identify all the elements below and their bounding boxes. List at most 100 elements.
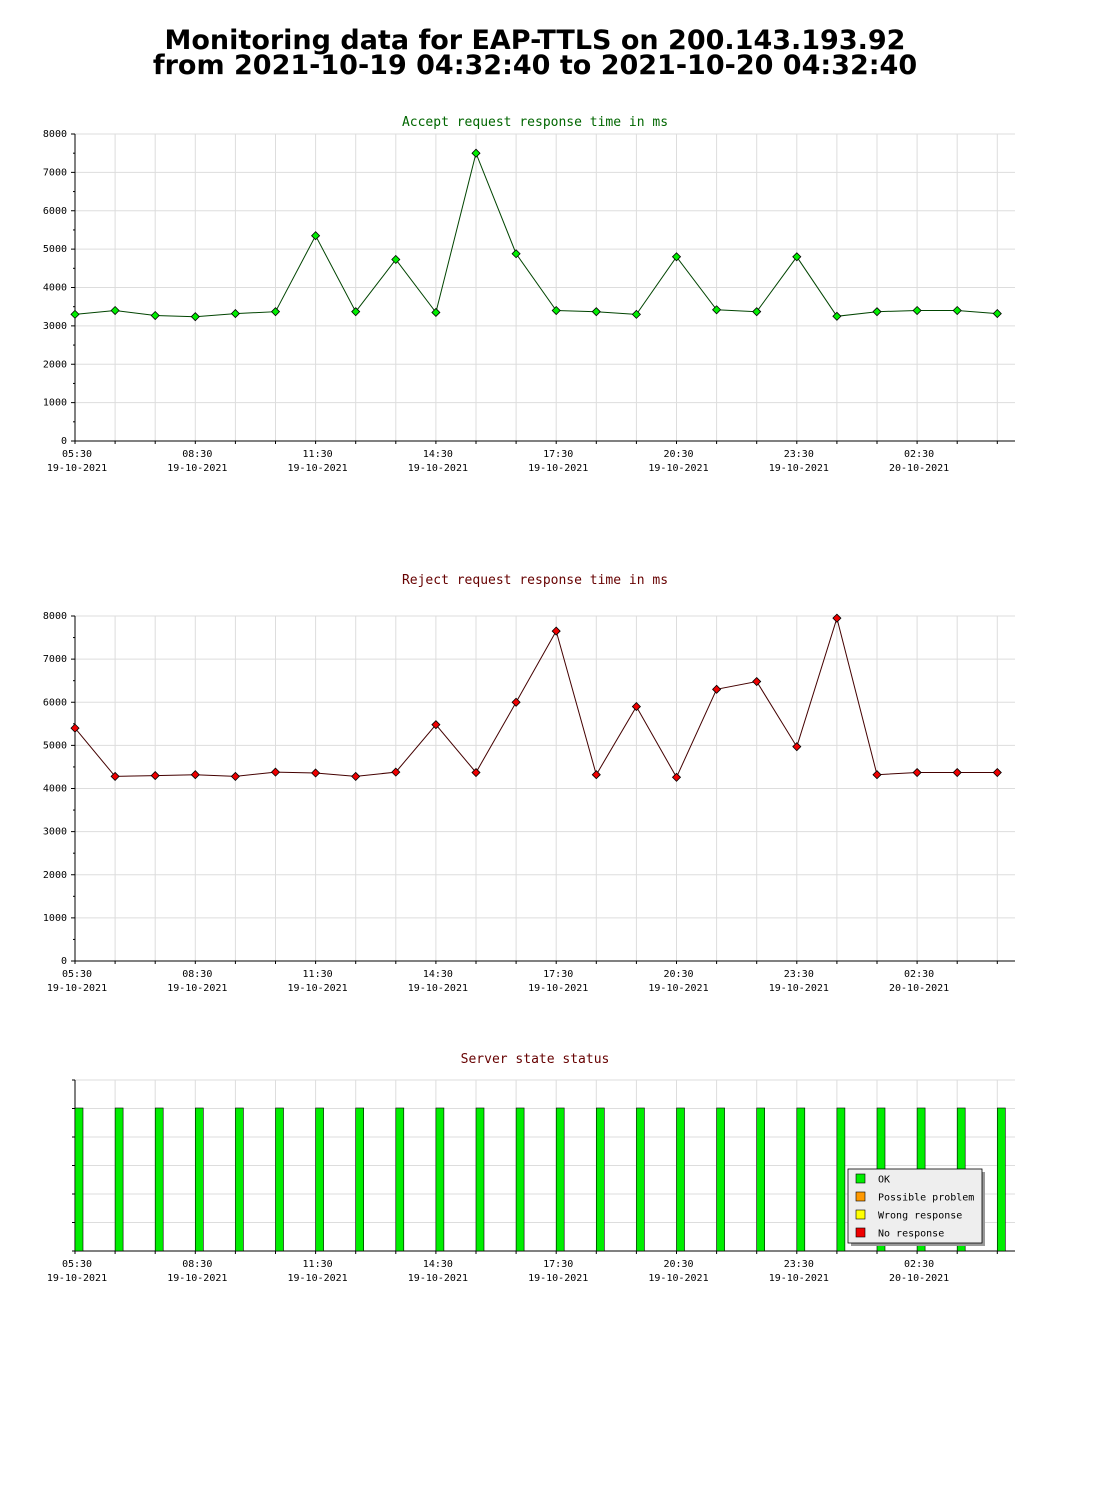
legend-swatch: [855, 1173, 866, 1184]
x-tick-label: 11:30: [303, 1259, 333, 1270]
chart-title: Reject request response time in ms: [402, 573, 668, 588]
x-tick-label: 08:30: [182, 969, 212, 980]
status-bar: [395, 1107, 405, 1252]
data-point: [551, 626, 561, 636]
status-bar: [435, 1107, 445, 1252]
data-point: [952, 767, 962, 778]
data-point: [671, 772, 682, 782]
x-tick-label: 02:30: [904, 449, 934, 460]
x-tick-label: 02:30: [904, 969, 934, 980]
data-point: [471, 767, 481, 778]
x-tick-label: 19-10-2021: [167, 463, 227, 474]
y-tick-label: 8000: [43, 611, 67, 622]
x-tick-label: 23:30: [784, 1259, 814, 1270]
x-tick-label: 19-10-2021: [769, 983, 829, 994]
x-tick-label: 19-10-2021: [287, 463, 347, 474]
legend-box: [847, 1168, 983, 1244]
status-bar: [796, 1107, 806, 1252]
x-tick-label: 20-10-2021: [889, 983, 949, 994]
status-bar: [996, 1107, 1006, 1252]
series-line: [74, 616, 998, 779]
data-point: [872, 770, 882, 780]
reject-response-chart: Reject request response time in ms 0 1000…: [43, 573, 1015, 994]
legend-label: No response: [878, 1229, 944, 1240]
y-tick-label: 2000: [43, 870, 67, 881]
legend-swatch: [855, 1209, 866, 1220]
x-tick-label: 19-10-2021: [408, 463, 468, 474]
data-point: [912, 767, 922, 778]
data-point: [431, 720, 441, 730]
page-title-line2: from 2021-10-19 04:32:40 to 2021-10-20 0…: [153, 50, 917, 81]
data-point: [792, 252, 802, 262]
x-tick-label: 23:30: [784, 449, 814, 460]
data-point: [270, 307, 281, 317]
data-point: [752, 676, 762, 687]
legend-swatch: [855, 1191, 866, 1202]
y-tick-label: 3000: [43, 827, 67, 838]
data-point: [511, 249, 521, 259]
status-bar: [475, 1107, 485, 1252]
data-point: [391, 767, 401, 777]
x-tick-label: 08:30: [182, 449, 212, 460]
x-tick-label: 05:30: [62, 969, 92, 980]
chart-title: Accept request response time in ms: [402, 115, 668, 130]
data-point: [511, 697, 521, 707]
data-point: [591, 307, 601, 317]
y-tick-label: 0: [61, 436, 67, 447]
x-tick-label: 19-10-2021: [408, 983, 468, 994]
data-point: [70, 309, 80, 319]
x-tick-label: 05:30: [62, 449, 92, 460]
x-tick-label: 23:30: [784, 969, 814, 980]
data-point: [270, 767, 281, 777]
status-bar: [114, 1107, 124, 1252]
x-tick-label: 19-10-2021: [528, 983, 588, 994]
y-tick-label: 6000: [43, 697, 67, 708]
x-tick-label: 19-10-2021: [287, 983, 347, 994]
y-tick-label: 7000: [43, 167, 67, 178]
data-point: [832, 311, 842, 321]
x-tick-label: 08:30: [182, 1259, 212, 1270]
data-point: [391, 254, 401, 265]
status-bar: [235, 1107, 244, 1252]
y-tick-label: 5000: [43, 244, 67, 255]
data-point: [752, 307, 762, 317]
y-tick-label: 7000: [43, 654, 67, 665]
x-tick-label: 19-10-2021: [167, 1273, 227, 1284]
page-title-line1: Monitoring data for EAP-TTLS on 200.143.…: [165, 25, 906, 56]
legend-label: OK: [878, 1175, 890, 1186]
data-point: [912, 305, 922, 316]
status-bar: [756, 1107, 766, 1252]
x-tick-label: 17:30: [543, 449, 573, 460]
status-bar: [195, 1107, 204, 1252]
y-tick-label: 6000: [43, 206, 67, 217]
data-point: [311, 768, 321, 778]
x-tick-label: 05:30: [62, 1259, 92, 1270]
series-line: [74, 151, 998, 318]
legend-label: Wrong response: [878, 1211, 962, 1222]
data-point: [471, 148, 481, 158]
status-bar: [74, 1107, 84, 1252]
y-tick-label: 2000: [43, 359, 67, 370]
x-tick-label: 20-10-2021: [889, 1273, 949, 1284]
status-bar: [595, 1107, 605, 1252]
data-point: [992, 309, 1002, 319]
x-tick-label: 19-10-2021: [528, 463, 588, 474]
status-bar: [315, 1107, 324, 1252]
data-point: [351, 307, 361, 317]
data-point: [591, 770, 601, 780]
x-tick-label: 14:30: [423, 1259, 453, 1270]
x-tick-label: 19-10-2021: [769, 463, 829, 474]
status-bar: [636, 1107, 645, 1252]
status-bar: [676, 1107, 685, 1252]
x-tick-label: 20:30: [663, 449, 693, 460]
data-point: [712, 684, 722, 694]
status-bar: [355, 1107, 365, 1252]
data-point: [230, 309, 240, 319]
data-point: [631, 309, 641, 319]
x-tick-label: 19-10-2021: [47, 463, 107, 474]
x-tick-label: 14:30: [423, 449, 453, 460]
data-point: [872, 307, 882, 317]
data-point: [190, 770, 200, 780]
x-tick-label: 17:30: [543, 969, 573, 980]
